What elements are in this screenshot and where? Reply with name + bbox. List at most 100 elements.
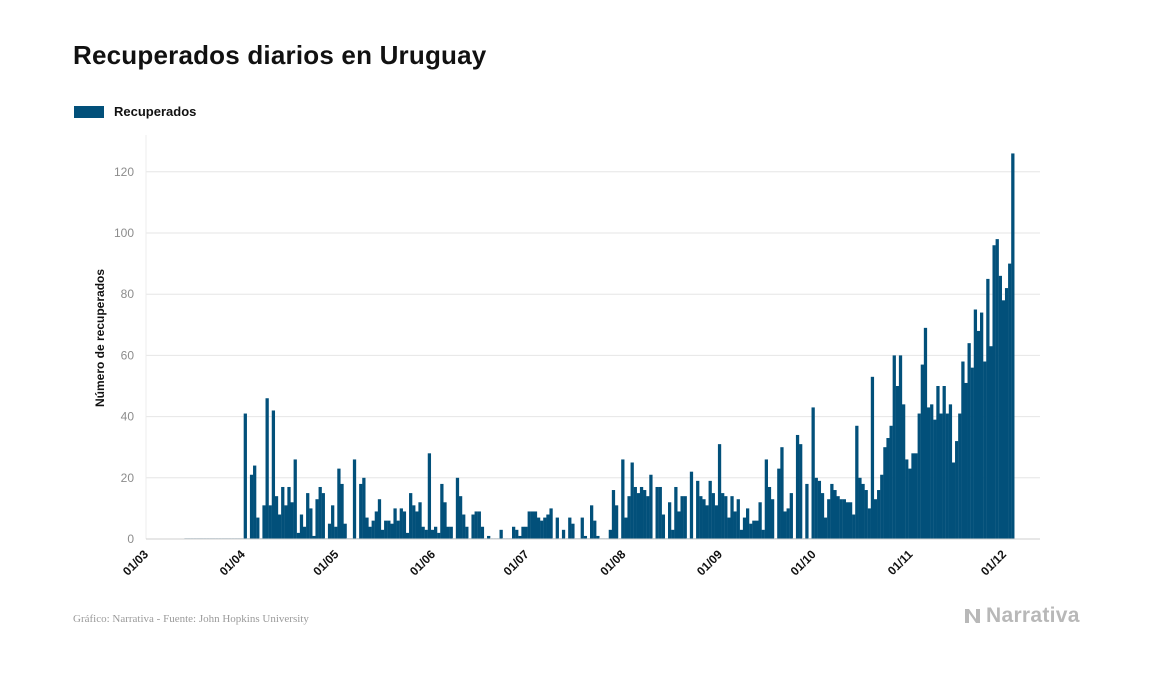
bar: [418, 502, 422, 539]
bar: [309, 508, 313, 539]
bar: [920, 364, 924, 539]
bar: [939, 413, 943, 539]
bar: [293, 459, 297, 539]
bar: [942, 386, 946, 539]
bar: [596, 535, 600, 539]
bar: [374, 511, 378, 539]
bar: [636, 493, 641, 539]
bar: [842, 499, 846, 539]
bar: [824, 517, 828, 539]
bar: [359, 483, 363, 539]
bar: [306, 493, 310, 539]
bar: [362, 477, 366, 539]
bar: [499, 529, 503, 539]
bar: [287, 486, 291, 539]
x-tick-label: 01/05: [310, 547, 341, 578]
bar: [312, 535, 316, 539]
narrativa-logo-icon: [965, 609, 980, 623]
bar: [880, 474, 884, 539]
bar: [727, 517, 731, 539]
brand-name: Narrativa: [986, 604, 1080, 627]
bar: [717, 444, 722, 539]
bar: [911, 453, 915, 539]
bar: [443, 502, 447, 539]
bar: [702, 499, 706, 539]
bar: [658, 486, 662, 539]
bar: [668, 502, 672, 539]
y-tick-label: 80: [121, 287, 135, 301]
bar: [889, 425, 893, 539]
bar: [580, 517, 584, 539]
bar: [780, 447, 784, 539]
bar: [696, 480, 700, 539]
bar: [964, 382, 968, 539]
bar: [671, 529, 675, 539]
bar: [430, 529, 435, 539]
x-tick-label: 01/06: [407, 547, 438, 578]
bar: [321, 493, 325, 539]
bar: [405, 532, 410, 539]
bar: [518, 535, 522, 539]
bar: [867, 508, 871, 539]
bar: [805, 483, 809, 539]
bar: [399, 508, 403, 539]
bar: [331, 505, 335, 539]
bar: [540, 520, 544, 539]
bar: [992, 245, 996, 540]
bar: [789, 493, 793, 539]
bar: [340, 483, 344, 539]
bar: [624, 517, 628, 539]
bar: [646, 496, 650, 539]
bar: [689, 471, 694, 539]
bar: [243, 413, 247, 539]
bar: [440, 483, 444, 539]
bar: [786, 508, 790, 539]
bar: [611, 490, 616, 539]
bar: [958, 413, 962, 539]
bar: [883, 447, 887, 539]
bar: [368, 526, 372, 539]
bar: [462, 514, 466, 539]
bar: [536, 517, 541, 539]
bar: [315, 499, 319, 539]
bar: [608, 529, 612, 539]
bar: [590, 505, 594, 539]
bar: [733, 511, 737, 539]
bar: [334, 526, 338, 539]
bar: [730, 496, 734, 539]
bar: [477, 511, 481, 539]
bar: [299, 514, 304, 539]
bar: [951, 462, 956, 539]
bar: [253, 465, 257, 539]
bar: [917, 413, 921, 539]
bar: [914, 453, 918, 539]
brand-logo: Narrativa: [964, 604, 1080, 628]
bar: [278, 514, 282, 539]
bar: [758, 502, 762, 539]
bar: [761, 529, 765, 539]
bar: [661, 514, 666, 539]
bar: [290, 502, 294, 539]
bar: [699, 496, 703, 539]
bar: [680, 496, 684, 539]
bar: [568, 517, 572, 539]
bars: [184, 153, 1015, 540]
bar: [427, 453, 432, 539]
bar: [948, 404, 953, 539]
bar: [923, 327, 928, 539]
bar: [421, 526, 425, 539]
bar: [249, 474, 254, 539]
bar: [614, 505, 619, 539]
bar: [343, 523, 347, 539]
bar: [524, 526, 528, 539]
bar: [892, 355, 896, 539]
bar: [714, 505, 719, 539]
bar: [655, 486, 659, 539]
x-axis-ticks: 01/03 01/04 01/05 01/06 01/07 01/08 01/09 01/10…: [120, 547, 1009, 578]
bar: [555, 517, 559, 539]
x-tick-label: 01/08: [597, 547, 628, 578]
bar: [515, 529, 519, 539]
bar: [845, 502, 850, 539]
bar: [480, 526, 485, 539]
